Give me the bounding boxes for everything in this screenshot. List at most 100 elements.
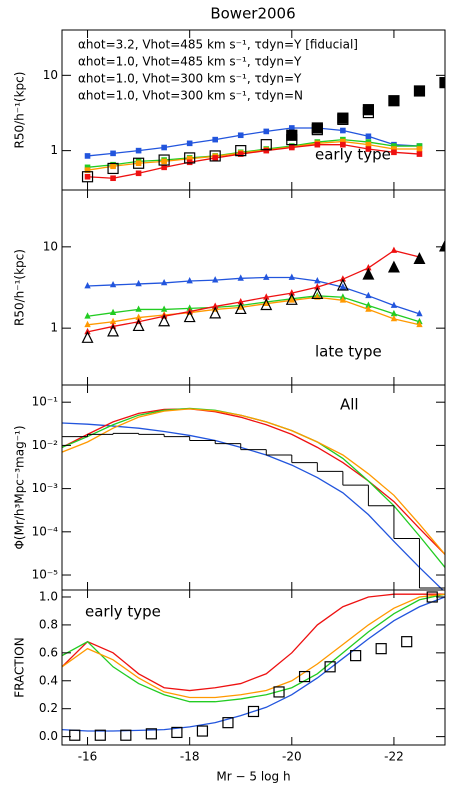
data-point [416, 309, 423, 317]
series-line [87, 144, 420, 179]
x-tick-label: -18 [180, 750, 200, 764]
data-point [263, 273, 270, 280]
data-point [84, 167, 91, 173]
y-tick-label: 10⁻² [32, 438, 59, 452]
data-point [237, 274, 244, 281]
data-point [375, 643, 387, 655]
data-point [84, 173, 91, 180]
data-point [135, 170, 142, 177]
data-point [339, 296, 347, 303]
series-line [87, 249, 420, 333]
y-axis-label: Φ(Mr/h³Mpc⁻³mag⁻¹) [13, 425, 27, 549]
series-line [87, 138, 420, 168]
data-point [365, 146, 372, 152]
data-point [110, 175, 116, 182]
y-tick-label: 0.6 [39, 645, 58, 659]
data-point [362, 104, 374, 116]
data-point [365, 305, 372, 312]
data-point [288, 273, 295, 280]
data-point [388, 95, 400, 107]
data-point [298, 670, 311, 683]
data-point [288, 296, 295, 303]
data-point [196, 725, 209, 737]
data-point [235, 145, 247, 157]
series-line [87, 295, 420, 323]
data-point [286, 129, 298, 141]
data-point [109, 308, 117, 316]
y-tick-label: 0.4 [39, 673, 58, 687]
y-tick-label: 0.8 [39, 617, 58, 631]
data-point [237, 132, 244, 139]
series-line [62, 407, 445, 568]
data-point [212, 136, 219, 143]
data-point [94, 729, 106, 741]
data-point [339, 283, 347, 290]
data-point [209, 306, 222, 319]
x-tick-label: -20 [282, 750, 302, 764]
legend-entry: αhot=1.0, Vhot=300 km s⁻¹, τdyn=N [78, 89, 303, 103]
data-point [69, 729, 81, 741]
y-tick-label: 10⁻⁴ [32, 524, 59, 538]
data-point [263, 299, 270, 307]
data-point [289, 125, 295, 131]
chart-title: Bower2006 [210, 5, 295, 23]
data-point [416, 320, 423, 328]
series-line [62, 422, 444, 590]
data-point [133, 157, 145, 169]
annotation: late type [315, 343, 382, 361]
plot-area [81, 239, 445, 343]
panel-frame [61, 589, 446, 746]
data-point [416, 151, 423, 157]
data-point [120, 729, 132, 741]
panel-frame [61, 189, 446, 386]
data-point [311, 287, 324, 300]
data-point [401, 636, 413, 648]
data-point [439, 77, 445, 89]
data-point [362, 267, 375, 280]
data-point [212, 276, 219, 283]
data-point [413, 252, 426, 265]
data-point [285, 292, 298, 305]
data-point [390, 301, 398, 308]
data-point [84, 153, 91, 159]
data-point [273, 686, 285, 698]
data-point [81, 171, 94, 183]
data-point [209, 150, 221, 162]
data-point [416, 146, 423, 152]
series-line [62, 593, 445, 703]
data-point [158, 314, 171, 327]
y-tick-label: 1.0 [39, 589, 58, 603]
y-tick-label: 10⁻⁵ [32, 568, 59, 582]
data-point [336, 278, 349, 291]
data-point [145, 728, 157, 740]
data-point [84, 312, 91, 319]
data-point [365, 133, 372, 140]
data-point [439, 239, 445, 252]
data-point [158, 154, 170, 166]
data-point [184, 152, 196, 164]
data-point [161, 144, 167, 151]
data-point [84, 320, 91, 328]
data-point [314, 277, 321, 284]
y-tick-label: 10⁻¹ [32, 395, 59, 409]
data-point [109, 280, 117, 288]
data-point [107, 324, 120, 337]
annotation: early type [315, 146, 391, 164]
data-point [337, 112, 349, 124]
annotation: All [340, 396, 359, 414]
y-tick-label: 1 [50, 143, 58, 157]
data-point [110, 163, 116, 170]
data-point [247, 705, 260, 718]
data-point [183, 310, 196, 323]
data-point [391, 149, 397, 156]
data-point [161, 164, 167, 171]
data-point [260, 139, 272, 151]
data-point [340, 141, 346, 148]
data-point [81, 330, 94, 343]
data-point [135, 160, 142, 167]
data-point [161, 158, 167, 165]
data-point [135, 305, 142, 312]
data-point [186, 140, 193, 147]
plot-area [81, 77, 445, 183]
